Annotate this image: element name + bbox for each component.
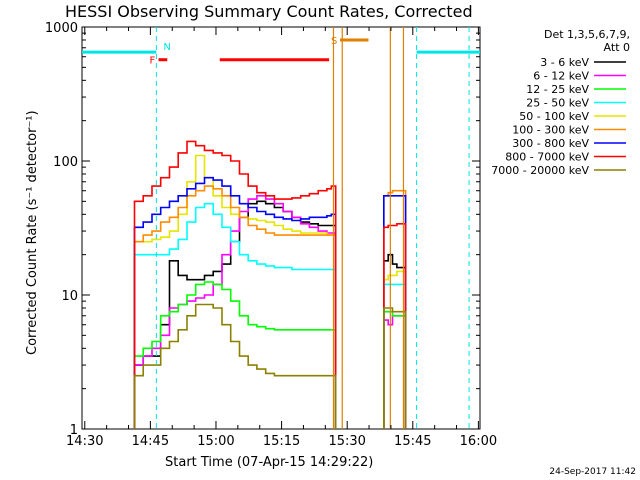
flag-label: F <box>150 56 156 67</box>
series-line <box>383 307 407 429</box>
legend-entry-label: 7000 - 20000 keV <box>491 164 589 177</box>
series-line <box>383 270 407 429</box>
chart-title: HESSI Observing Summary Count Rates, Cor… <box>65 2 473 21</box>
x-tick-label: 15:15 <box>263 434 300 449</box>
series-line <box>133 185 337 429</box>
series-line <box>133 281 337 429</box>
series-line <box>383 195 407 429</box>
legend-header-line-2: Att 0 <box>604 41 630 54</box>
x-axis-label: Start Time (07-Apr-15 14:29:22) <box>165 455 373 470</box>
x-tick-label: 16:00 <box>460 434 497 449</box>
y-tick-label: 100 <box>53 155 78 170</box>
x-tick-label: 14:45 <box>132 434 169 449</box>
x-tick-label: 15:00 <box>197 434 234 449</box>
legend-entry-label: 25 - 50 keV <box>526 97 589 110</box>
series-line <box>133 195 337 429</box>
series-line <box>133 176 337 429</box>
y-axis-ticks: 1 10 100 1000 <box>45 21 480 438</box>
flag-label: N <box>163 42 170 53</box>
series-line <box>383 310 407 429</box>
x-tick-label: 15:30 <box>328 434 365 449</box>
flag-label: S <box>331 36 337 47</box>
y-tick-label: 1000 <box>45 21 78 36</box>
markers-layer <box>155 27 470 429</box>
legend-entry-label: 12 - 25 keV <box>526 83 589 96</box>
x-tick-label: 15:45 <box>394 434 431 449</box>
series-line <box>383 283 407 429</box>
series-line <box>383 223 407 429</box>
x-axis-ticks: 14:30 14:45 15:00 15:15 15:30 15:45 16:00 <box>66 27 497 449</box>
series-line <box>133 140 337 429</box>
series-layer <box>133 140 407 429</box>
flags-layer: NF S <box>82 36 480 67</box>
legend-entry-label: 100 - 300 keV <box>512 124 589 137</box>
series-line <box>133 202 337 429</box>
y-tick-label: 1 <box>70 423 78 438</box>
x-tick-label: 14:30 <box>66 434 103 449</box>
y-tick-label: 10 <box>61 289 78 304</box>
series-line <box>383 189 407 429</box>
series-line <box>133 303 337 429</box>
series-line <box>133 154 337 429</box>
plot-timestamp: 24-Sep-2017 11:42 <box>549 467 636 477</box>
y-axis-label: Corrected Count Rate (s⁻¹ detector⁻¹) <box>25 110 40 355</box>
legend-entry-label: 800 - 7000 keV <box>505 151 589 164</box>
legend-entry-label: 3 - 6 keV <box>540 56 589 69</box>
legend-entry-label: 6 - 12 keV <box>533 70 589 83</box>
series-line <box>383 315 407 429</box>
legend-entry-label: 50 - 100 keV <box>519 110 589 123</box>
legend-entry-label: 300 - 800 keV <box>512 137 589 150</box>
plot-area <box>81 26 481 430</box>
legend-header-line-1: Det 1,3,5,6,7,9, <box>544 28 630 41</box>
series-line <box>383 253 407 429</box>
